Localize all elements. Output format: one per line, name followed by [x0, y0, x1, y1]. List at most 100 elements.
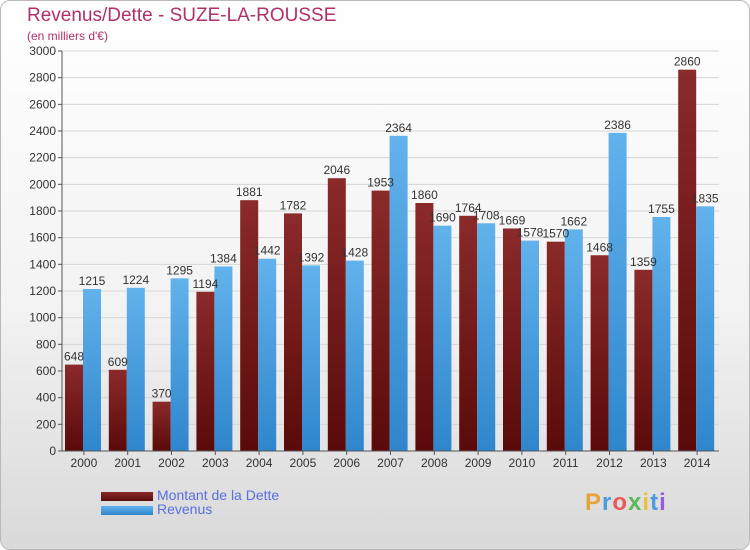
y-tick-label: 1000 — [29, 311, 56, 325]
bar-revenue-2002 — [170, 278, 189, 451]
value-label-revenue-2013: 1755 — [648, 202, 675, 216]
bar-debt-2012 — [590, 255, 609, 451]
value-label-debt-2008: 1860 — [411, 188, 438, 202]
value-label-revenue-2006: 1428 — [341, 246, 368, 260]
y-tick-label: 400 — [36, 391, 56, 405]
y-tick-label: 1600 — [29, 231, 56, 245]
value-label-revenue-2014: 1835 — [692, 191, 719, 205]
value-label-revenue-2011: 1662 — [560, 214, 587, 228]
value-label-revenue-2004: 1442 — [254, 244, 281, 258]
x-tick-label-2012: 2012 — [596, 456, 623, 470]
y-tick-label: 2600 — [29, 97, 56, 111]
chart-title: Revenus/Dette - SUZE-LA-ROUSSE — [27, 5, 337, 26]
bar-revenue-2009 — [477, 223, 496, 451]
bar-debt-2006 — [327, 178, 346, 451]
y-tick-label: 3000 — [29, 44, 56, 58]
bars — [65, 69, 715, 452]
value-label-debt-2007: 1953 — [367, 176, 394, 190]
value-label-debt-2000: 648 — [64, 350, 84, 364]
x-tick-label-2008: 2008 — [421, 456, 448, 470]
value-label-revenue-2010: 1578 — [517, 226, 544, 240]
value-label-debt-2004: 1881 — [236, 185, 263, 199]
y-tick-label: 1200 — [29, 284, 56, 298]
value-label-revenue-2012: 2386 — [604, 118, 631, 132]
x-tick-label-2009: 2009 — [465, 456, 492, 470]
bar-revenue-2004 — [258, 258, 277, 451]
x-tick-label-2003: 2003 — [202, 456, 229, 470]
value-label-revenue-2008: 1690 — [429, 211, 456, 225]
bar-debt-2004 — [240, 200, 259, 451]
bar-debt-2013 — [634, 269, 653, 451]
value-label-debt-2001: 609 — [108, 355, 128, 369]
bar-debt-2000 — [65, 364, 83, 451]
logo-letter: t — [650, 489, 660, 516]
bar-revenue-2014 — [696, 206, 715, 451]
y-tick-label: 1400 — [29, 257, 56, 271]
bar-debt-2014 — [678, 69, 697, 452]
bar-debt-2011 — [546, 241, 565, 451]
legend-label-debt: Montant de la Dette — [157, 487, 280, 503]
y-tick-label: 2200 — [29, 151, 56, 165]
x-tick-label-2002: 2002 — [158, 456, 185, 470]
value-label-debt-2003: 1194 — [192, 277, 218, 291]
bar-revenue-2001 — [126, 287, 145, 451]
y-tick-label: 600 — [36, 364, 56, 378]
x-tick-label-2011: 2011 — [553, 456, 579, 470]
bar-debt-2007 — [371, 190, 390, 451]
value-label-debt-2013: 1359 — [630, 255, 657, 269]
bar-revenue-2006 — [345, 260, 364, 451]
value-label-debt-2002: 370 — [152, 387, 172, 401]
x-tick-label-2001: 2001 — [114, 456, 141, 470]
bar-debt-2003 — [196, 291, 215, 451]
logo-letter: x — [628, 489, 643, 516]
legend-label-revenue: Revenus — [157, 501, 213, 517]
value-label-debt-2014: 2860 — [674, 55, 701, 69]
bar-revenue-2005 — [302, 265, 320, 451]
y-tick-label: 200 — [36, 417, 56, 431]
value-label-revenue-2009: 1708 — [473, 208, 500, 222]
y-tick-label: 2400 — [29, 124, 56, 138]
bar-debt-2009 — [459, 215, 478, 451]
proxiti-logo: Proxiti — [585, 489, 667, 517]
bar-debt-2005 — [284, 213, 302, 451]
value-label-debt-2011: 1570 — [542, 227, 569, 241]
value-label-revenue-2001: 1224 — [122, 273, 149, 287]
y-tick-label: 2000 — [29, 177, 56, 191]
axes: 0 200 400 600 800 1000 1200 1400 1600 1800 2000 220… — [29, 44, 719, 470]
x-tick-label-2007: 2007 — [377, 456, 404, 470]
x-tick-label-2010: 2010 — [509, 456, 536, 470]
bar-debt-2002 — [152, 401, 171, 451]
value-label-debt-2006: 2046 — [323, 163, 350, 177]
logo-letter: r — [602, 489, 613, 516]
logo-letter: o — [612, 489, 629, 516]
value-label-debt-2005: 1782 — [280, 198, 307, 212]
x-tick-label-2013: 2013 — [640, 456, 667, 470]
logo-letter: P — [585, 489, 603, 516]
y-tick-label: 800 — [36, 337, 56, 351]
x-tick-label-2004: 2004 — [246, 456, 273, 470]
bar-revenue-2011 — [564, 229, 583, 451]
bar-revenue-2000 — [83, 289, 101, 451]
bar-revenue-2003 — [214, 266, 233, 451]
legend-swatch-debt — [101, 492, 153, 501]
value-label-debt-2009: 1764 — [455, 201, 482, 215]
bar-debt-2010 — [503, 228, 521, 451]
logo-letter: i — [642, 489, 651, 516]
value-label-revenue-2002: 1295 — [166, 263, 193, 277]
logo-letter: i — [659, 489, 667, 516]
bar-debt-2001 — [108, 369, 127, 451]
value-label-debt-2010: 1669 — [499, 213, 526, 227]
bar-debt-2008 — [415, 203, 434, 451]
bar-revenue-2010 — [521, 240, 539, 451]
value-label-revenue-2007: 2364 — [385, 121, 412, 135]
bar-revenue-2012 — [608, 132, 627, 451]
legend-swatch-revenue — [101, 506, 153, 515]
x-tick-label-2000: 2000 — [71, 456, 98, 470]
value-label-revenue-2003: 1384 — [210, 251, 237, 265]
chart-subtitle: (en milliers d'€) — [27, 29, 108, 43]
value-label-revenue-2000: 1215 — [79, 274, 106, 288]
bar-revenue-2013 — [652, 217, 671, 451]
